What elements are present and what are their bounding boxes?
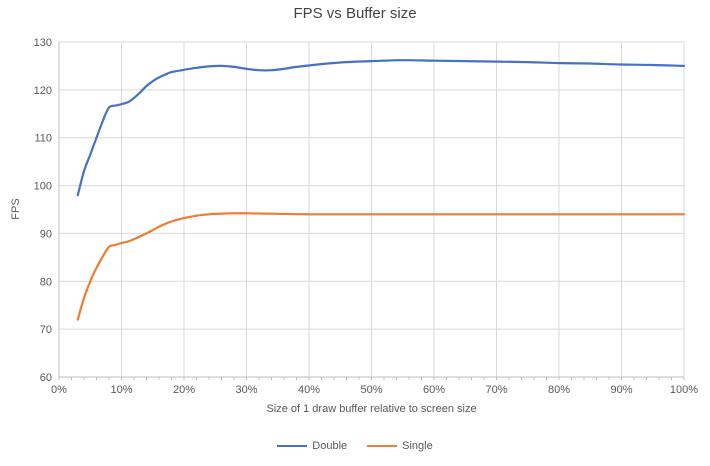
y-tick-label: 70 <box>40 324 52 336</box>
x-tick-label: 70% <box>485 384 507 396</box>
x-tick-label: 100% <box>670 384 698 396</box>
legend: Double Single <box>0 440 710 452</box>
double-series-swatch <box>277 444 308 448</box>
x-tick-label: 30% <box>235 384 257 396</box>
y-tick-label: 110 <box>34 133 52 145</box>
x-tick-label: 60% <box>423 384 445 396</box>
y-tick-label: 60 <box>40 372 52 384</box>
series-line-single <box>76 212 686 321</box>
chart-title: FPS vs Buffer size <box>293 5 417 22</box>
single-series-swatch <box>367 444 398 448</box>
x-tick-label: 40% <box>298 384 320 396</box>
x-tick-label: 90% <box>610 384 632 396</box>
legend-item-single: Single <box>367 440 433 452</box>
y-tick-label: 130 <box>34 37 52 49</box>
y-tick-label: 90 <box>40 228 52 240</box>
x-tick-label: 10% <box>110 384 132 396</box>
y-axis-title: FPS <box>10 198 22 220</box>
legend-label-double: Double <box>312 440 348 452</box>
series-line-double <box>76 59 686 197</box>
y-tick-label: 120 <box>34 85 52 97</box>
x-tick-label: 80% <box>548 384 570 396</box>
x-tick-label: 50% <box>360 384 382 396</box>
legend-item-double: Double <box>277 440 347 452</box>
legend-label-single: Single <box>402 440 433 452</box>
y-tick-label: 100 <box>34 181 52 193</box>
x-tick-label: 0% <box>51 384 67 396</box>
y-tick-label: 80 <box>40 276 52 288</box>
x-axis-title: Size of 1 draw buffer relative to screen… <box>266 403 477 415</box>
x-tick-label: 20% <box>173 384 195 396</box>
